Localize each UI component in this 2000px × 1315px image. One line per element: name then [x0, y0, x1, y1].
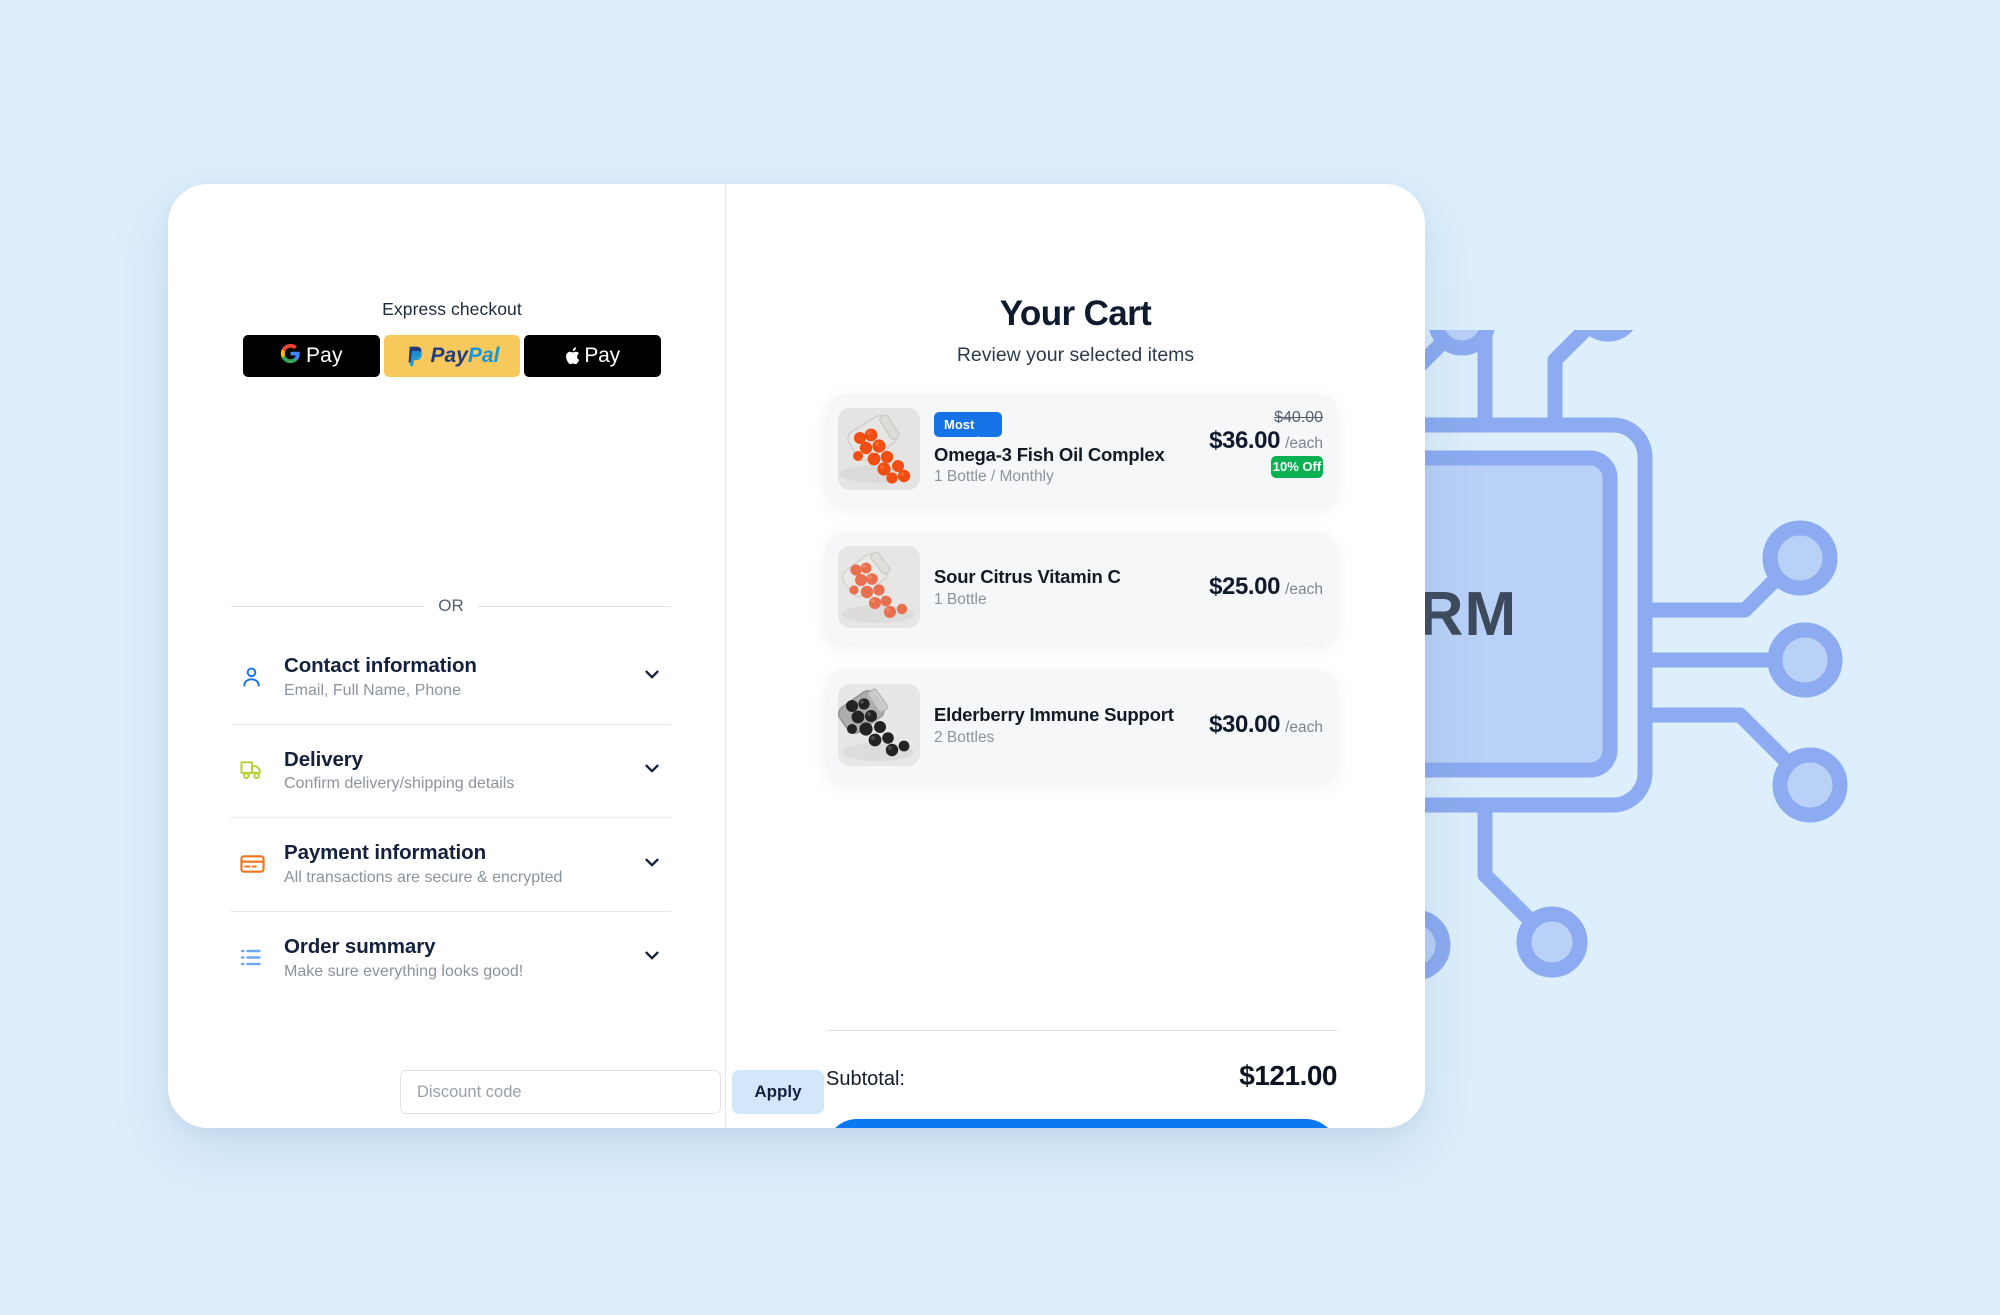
- section-order-summary[interactable]: Order summary Make sure everything looks…: [231, 912, 671, 1005]
- continue-button[interactable]: Continue: [826, 1119, 1337, 1128]
- cart-title: Your Cart: [999, 294, 1152, 333]
- section-delivery-title: Delivery: [284, 747, 363, 771]
- section-contact-subtitle: Email, Full Name, Phone: [284, 681, 461, 699]
- apple-pay-button[interactable]: Pay: [524, 335, 662, 377]
- cart-item-price-row: $25.00 /each: [1183, 573, 1323, 601]
- cart-item-quantity: 1 Bottle / Monthly: [934, 468, 1054, 486]
- cart-item-quantity: 2 Bottles: [934, 728, 995, 746]
- google-pay-button[interactable]: Pay: [243, 335, 380, 377]
- cart-item-price-unit: /each: [1285, 435, 1323, 453]
- section-order-summary-title: Order summary: [284, 934, 436, 958]
- subtotal-divider: [826, 1030, 1337, 1031]
- cart-item-price-unit: /each: [1285, 581, 1323, 598]
- cart-item-name: Sour Citrus Vitamin C: [934, 566, 1121, 588]
- cart-item-info: Most Popular! Omega-3 Fish Oil Complex 1…: [934, 411, 1183, 486]
- section-delivery[interactable]: Delivery Confirm delivery/shipping detai…: [231, 725, 671, 819]
- crm-circuit-graphic: CRM: [1340, 330, 1848, 981]
- express-checkout-label: Express checkout: [382, 299, 522, 319]
- google-g-icon: [280, 343, 301, 369]
- or-label: OR: [438, 596, 464, 615]
- section-contact-title: Contact information: [284, 654, 477, 677]
- cart-item[interactable]: Elderberry Immune Support 2 Bottles $30.…: [826, 670, 1337, 780]
- paypal-p-icon: [405, 345, 425, 368]
- divider-line-right: [477, 605, 671, 607]
- checkout-card: Express checkout Pay: [168, 184, 1425, 1128]
- subtotal-row: Subtotal: $121.00: [826, 1060, 1337, 1092]
- cart-items-list: Most Popular! Omega-3 Fish Oil Complex 1…: [826, 394, 1337, 780]
- product-thumbnail-black-gummies: [838, 684, 920, 766]
- cart-item[interactable]: Most Popular! Omega-3 Fish Oil Complex 1…: [826, 394, 1337, 504]
- product-thumbnail-orange-gummies: [838, 408, 920, 490]
- or-divider: OR: [231, 596, 671, 616]
- paypal-label-pay: Pay: [430, 344, 468, 367]
- section-delivery-subtitle: Confirm delivery/shipping details: [284, 775, 515, 793]
- section-delivery-text: Delivery Confirm delivery/shipping detai…: [284, 747, 641, 795]
- cart-item-info: Elderberry Immune Support 2 Bottles: [934, 703, 1183, 746]
- chevron-down-icon[interactable]: [641, 944, 665, 971]
- chevron-down-icon[interactable]: [641, 757, 665, 784]
- paypal-label: Pay Pal: [431, 344, 500, 368]
- cart-item-name: Omega-3 Fish Oil Complex: [934, 443, 1165, 465]
- google-pay-label: Pay: [305, 344, 343, 367]
- cart-item-price-unit: /each: [1285, 719, 1323, 736]
- section-payment-title: Payment information: [284, 841, 486, 865]
- apply-discount-button[interactable]: Apply: [732, 1070, 824, 1114]
- section-order-summary-subtitle: Make sure everything looks good!: [284, 962, 524, 980]
- section-payment-information[interactable]: Payment information All transactions are…: [231, 818, 671, 912]
- subtotal-label: Subtotal:: [826, 1068, 905, 1090]
- checkout-left-pane: Express checkout Pay: [168, 184, 824, 1128]
- delivery-truck-icon: [240, 759, 274, 781]
- cart-item-price: $36.00: [1209, 427, 1281, 455]
- section-contact-information[interactable]: Contact information Email, Full Name, Ph…: [231, 631, 671, 725]
- cart-item-price-row: $30.00 /each: [1183, 711, 1323, 739]
- apple-pay-label: Pay: [584, 344, 620, 367]
- cart-item[interactable]: Sour Citrus Vitamin C 1 Bottle $25.00 /e…: [826, 532, 1337, 642]
- express-checkout-buttons: Pay Pay Pal: [243, 335, 662, 377]
- cart-subtitle: Review your selected items: [956, 344, 1195, 366]
- section-order-summary-text: Order summary Make sure everything looks…: [284, 934, 641, 982]
- credit-card-icon: [240, 854, 274, 874]
- paypal-label-pal: Pal: [467, 344, 500, 367]
- cart-item-info: Sour Citrus Vitamin C 1 Bottle: [934, 565, 1183, 608]
- express-checkout-block: Express checkout Pay: [243, 299, 662, 377]
- cart-item-price-column: $25.00 /each: [1183, 532, 1323, 642]
- cart-item-price-column: $30.00 /each: [1183, 670, 1323, 780]
- discount-badge: 10% Off: [1271, 456, 1323, 478]
- section-payment-text: Payment information All transactions are…: [284, 840, 641, 888]
- checkout-right-pane: Your Cart Review your selected items: [726, 184, 1425, 1128]
- product-thumbnail-coral-gummies: [838, 546, 920, 628]
- chevron-down-icon[interactable]: [641, 663, 665, 690]
- paypal-button[interactable]: Pay Pal: [383, 335, 521, 377]
- chevron-down-icon[interactable]: [641, 851, 665, 878]
- list-icon: [240, 947, 274, 968]
- section-contact-text: Contact information Email, Full Name, Ph…: [284, 653, 641, 701]
- subtotal-value: $121.00: [1239, 1060, 1337, 1091]
- cart-item-old-price: $40.00: [1274, 409, 1323, 426]
- checkout-sections: Contact information Email, Full Name, Ph…: [231, 631, 671, 1005]
- discount-code-input[interactable]: [400, 1070, 721, 1114]
- apple-logo-icon: [565, 346, 582, 366]
- cart-item-price: $30.00: [1209, 711, 1281, 738]
- cart-item-price: $25.00: [1209, 573, 1281, 600]
- user-icon: [240, 665, 274, 689]
- cart-item-quantity: 1 Bottle: [934, 590, 987, 608]
- discount-row: Apply: [400, 1070, 824, 1114]
- cart-item-name: Elderberry Immune Support: [934, 704, 1174, 726]
- section-payment-subtitle: All transactions are secure & encrypted: [284, 868, 563, 886]
- cart-item-price-column: $40.00 $36.00 /each 10% Off: [1183, 394, 1323, 504]
- divider-line-left: [231, 605, 425, 607]
- cart-item-price-row: $36.00 /each: [1183, 427, 1323, 455]
- most-popular-badge: Most Popular!: [934, 411, 1002, 437]
